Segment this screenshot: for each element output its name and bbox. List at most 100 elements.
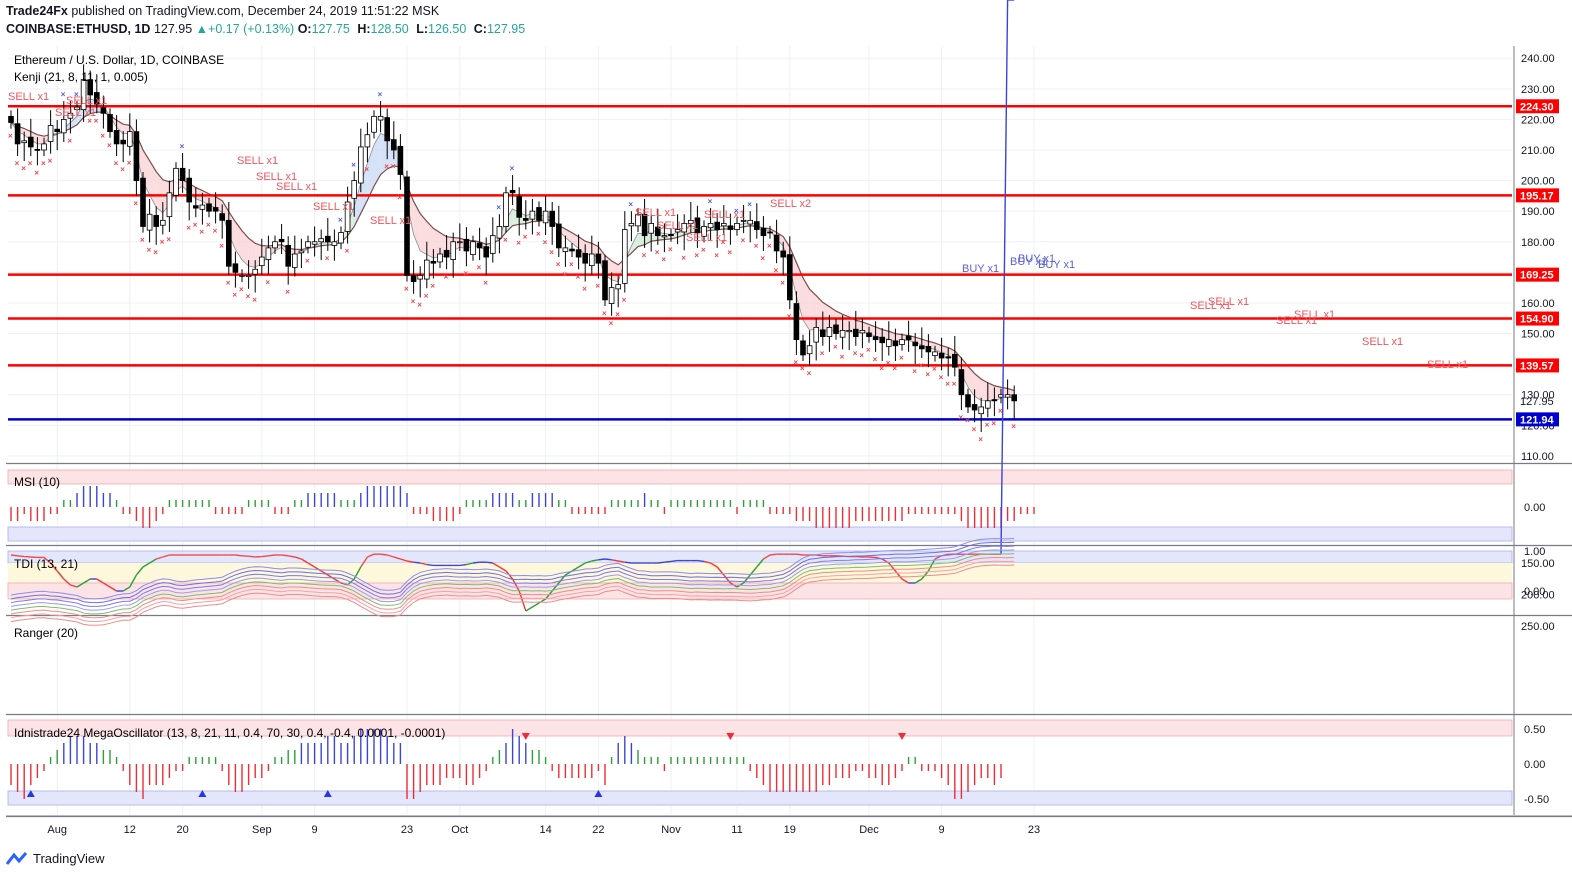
sell-cross-marker: × bbox=[127, 159, 132, 168]
candle-body bbox=[331, 241, 338, 246]
candle-body bbox=[21, 140, 27, 144]
candle-body bbox=[173, 167, 179, 196]
low-label: L: bbox=[416, 22, 429, 36]
tdi-line-segment bbox=[122, 586, 131, 592]
tdi-line-segment bbox=[307, 562, 315, 568]
tdi-line-segment bbox=[914, 578, 923, 584]
candle-body bbox=[839, 330, 846, 338]
sell-cross-marker: × bbox=[701, 245, 706, 254]
sell-cross-marker: × bbox=[681, 253, 686, 262]
brand-footer[interactable]: TradingView bbox=[6, 851, 105, 866]
sell-cross-marker: × bbox=[853, 349, 858, 358]
sell-cross-marker: × bbox=[120, 165, 125, 174]
candle-body bbox=[919, 345, 925, 350]
sell-signal-label: SELL x1 bbox=[66, 95, 107, 107]
x-tick-label: Nov bbox=[661, 824, 681, 836]
sell-cross-marker: × bbox=[8, 132, 13, 141]
kenji-cloud-segment bbox=[37, 134, 44, 144]
sell-cross-marker: × bbox=[609, 319, 614, 328]
sell-signal-label: SELL x1 bbox=[686, 232, 727, 244]
level-tag bbox=[1516, 311, 1559, 326]
kenji-cloud-segment bbox=[809, 289, 817, 331]
candle-body bbox=[813, 327, 819, 343]
tdi-line-segment bbox=[618, 560, 625, 563]
candle-body bbox=[562, 247, 569, 252]
tdi-line-segment bbox=[511, 578, 520, 592]
kenji-cloud-segment bbox=[875, 326, 883, 339]
sell-cross-marker: × bbox=[206, 220, 211, 229]
tdi-line-segment bbox=[327, 574, 335, 580]
ranger-y-tick: 150.00 bbox=[1521, 558, 1555, 570]
tdi-line-segment bbox=[723, 574, 731, 584]
tdi-line-segment bbox=[301, 558, 309, 564]
candle-body bbox=[8, 115, 14, 123]
sell-cross-marker: × bbox=[793, 358, 798, 367]
sell-cross-marker: × bbox=[569, 260, 574, 269]
x-tick-label: 14 bbox=[539, 824, 551, 836]
tdi-line-segment bbox=[901, 578, 909, 584]
kenji-cloud-segment bbox=[433, 228, 440, 259]
mega-y-tick: -0.50 bbox=[1524, 794, 1549, 806]
sell-signal-label: SELL x1 bbox=[1208, 296, 1249, 308]
sell-cross-marker: × bbox=[107, 141, 112, 150]
candle-body bbox=[582, 252, 588, 264]
buy-cross-marker: × bbox=[61, 90, 66, 99]
mega-y-tick: 0.00 bbox=[1524, 759, 1545, 771]
kenji-slow-line bbox=[10, 111, 1015, 392]
candle-body bbox=[509, 189, 516, 194]
candle-body bbox=[661, 235, 668, 238]
sell-cross-marker: × bbox=[556, 260, 561, 269]
tdi-line-segment bbox=[670, 559, 678, 563]
tdi-line-segment bbox=[43, 556, 52, 564]
published-text: published on TradingView.com, December 2… bbox=[71, 4, 440, 18]
candle-body bbox=[912, 341, 918, 347]
sell-cross-marker: × bbox=[133, 199, 138, 208]
tdi-line-segment bbox=[604, 558, 612, 561]
candle-body bbox=[516, 196, 522, 218]
tdi-line-segment bbox=[83, 578, 91, 584]
x-tick-label: Sep bbox=[252, 824, 272, 836]
tdi-line-segment bbox=[76, 582, 84, 588]
candle-body bbox=[846, 330, 852, 333]
tdi-label: TDI (13, 21) bbox=[14, 557, 78, 571]
candle-body bbox=[166, 192, 173, 218]
candle-body bbox=[357, 146, 364, 184]
sell-cross-marker: × bbox=[780, 278, 785, 287]
candle-body bbox=[727, 225, 734, 230]
ranger-band-line bbox=[10, 538, 1015, 600]
kenji-cloud-segment bbox=[360, 163, 368, 214]
tdi-line-segment bbox=[578, 562, 586, 568]
candle-body bbox=[225, 219, 232, 267]
candle-body bbox=[430, 260, 437, 264]
tdi-line-segment bbox=[499, 566, 507, 572]
tdi-line-segment bbox=[400, 558, 408, 562]
sell-cross-marker: × bbox=[886, 359, 891, 368]
sell-signal-label: SELL x1 bbox=[276, 181, 317, 193]
candle-body bbox=[371, 115, 377, 133]
buy-triangle-icon bbox=[198, 790, 207, 797]
tdi-line-segment bbox=[657, 561, 665, 564]
sell-cross-marker: × bbox=[727, 248, 732, 257]
sell-cross-marker: × bbox=[840, 352, 845, 361]
candle-body bbox=[437, 253, 443, 263]
y-tick-label: 240.00 bbox=[1521, 53, 1555, 65]
sell-cross-marker: × bbox=[787, 312, 792, 321]
sell-cross-marker: × bbox=[15, 159, 20, 168]
ranger-band-line bbox=[10, 556, 1015, 619]
sell-cross-marker: × bbox=[721, 238, 726, 247]
candle-body bbox=[390, 139, 397, 151]
tdi-line-segment bbox=[386, 554, 395, 558]
candle-body bbox=[556, 223, 562, 249]
tdi-line-segment bbox=[96, 578, 104, 584]
tdi-line-segment bbox=[796, 553, 804, 556]
kenji-cloud-segment bbox=[565, 229, 572, 243]
candle-body bbox=[463, 238, 470, 252]
open-label: O: bbox=[297, 22, 312, 36]
tdi-line-segment bbox=[340, 582, 348, 586]
candle-body bbox=[536, 207, 542, 221]
candle-body bbox=[423, 259, 430, 280]
publisher-line: Trade24Fx published on TradingView.com, … bbox=[6, 4, 439, 18]
sell-cross-marker: × bbox=[67, 136, 72, 145]
candle-body bbox=[589, 253, 595, 267]
